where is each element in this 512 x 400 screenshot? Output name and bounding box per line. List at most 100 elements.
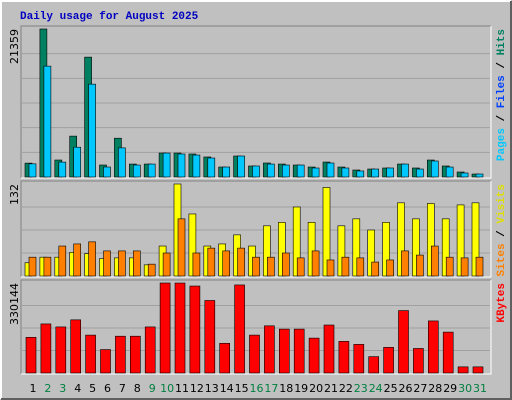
x-tick-label: 25: [384, 382, 398, 395]
bar: [252, 256, 260, 277]
bar: [475, 256, 484, 277]
bar: [441, 218, 450, 277]
bar: [103, 166, 111, 178]
legend-entry: Sites: [496, 243, 508, 276]
x-tick-label: 15: [235, 382, 249, 395]
bar: [427, 320, 439, 374]
panel-edge-dark: [20, 180, 491, 277]
x-tick-label: 9: [149, 382, 156, 395]
bar: [263, 225, 271, 277]
bar: [222, 166, 230, 178]
bar: [162, 252, 171, 277]
bar: [397, 202, 405, 277]
bar: [281, 252, 290, 277]
bar: [413, 348, 424, 374]
bar: [412, 218, 420, 277]
bar: [281, 164, 290, 178]
bar: [118, 147, 126, 178]
bar: [55, 326, 67, 374]
bar: [401, 163, 409, 178]
bar: [192, 252, 201, 277]
bar: [159, 282, 171, 374]
bar: [293, 328, 305, 374]
bar: [401, 250, 409, 277]
x-tick-label: 10: [160, 382, 174, 395]
bar: [326, 259, 335, 277]
bar: [177, 153, 186, 178]
bar: [189, 285, 201, 374]
panel-edge-light: [21, 26, 492, 179]
x-tick-label: 4: [74, 382, 81, 395]
x-tick-label: 21: [324, 382, 338, 395]
legend-separator: /: [496, 108, 508, 128]
bar: [386, 167, 394, 178]
bar: [341, 167, 350, 178]
bar: [73, 243, 81, 277]
bar: [337, 225, 346, 277]
panel-edge-light: [21, 280, 492, 375]
bar: [356, 257, 365, 277]
legend-entry: Hits: [496, 29, 508, 55]
panel-edge-dark: [20, 279, 491, 374]
x-tick-label: 24: [369, 382, 383, 395]
y-max-label: 21359: [8, 29, 21, 64]
bar: [308, 337, 320, 374]
bar: [367, 229, 376, 277]
bar: [267, 256, 275, 277]
bar: [323, 324, 335, 374]
x-tick-label: 16: [250, 382, 264, 395]
bar: [277, 222, 286, 277]
x-tick-label: 2: [44, 382, 51, 395]
x-tick-label: 26: [399, 382, 413, 395]
bar: [352, 218, 361, 277]
bar: [416, 168, 424, 178]
legend-separator: /: [496, 224, 508, 244]
legend: KBytes: [496, 283, 508, 323]
bar: [278, 328, 290, 374]
x-tick-label: 5: [89, 382, 96, 395]
bar: [430, 245, 439, 277]
x-tick-label: 7: [119, 382, 126, 395]
x-tick-label: 8: [134, 382, 141, 395]
bar: [267, 163, 275, 178]
bar: [133, 164, 141, 178]
bar: [457, 366, 469, 374]
bar: [43, 65, 52, 178]
bar: [249, 334, 260, 374]
bar: [311, 167, 320, 178]
bar: [442, 331, 454, 374]
x-tick-label: 31: [473, 382, 487, 395]
y-max-label: 132: [8, 184, 21, 205]
legend-entry: KBytes: [496, 283, 508, 323]
bar: [322, 187, 331, 277]
bar: [174, 282, 186, 374]
bar: [147, 263, 156, 277]
x-tick-label: 20: [309, 382, 323, 395]
bar: [237, 247, 245, 277]
bar: [73, 146, 81, 178]
bar: [383, 347, 394, 374]
x-tick-label: 3: [59, 382, 66, 395]
bar: [338, 341, 350, 374]
bar: [103, 250, 111, 277]
bar: [353, 344, 365, 374]
bar: [311, 250, 320, 277]
x-tick-label: 19: [294, 382, 308, 395]
x-tick-label: 13: [205, 382, 219, 395]
x-tick-label: 6: [104, 382, 111, 395]
bar: [115, 335, 126, 374]
bar: [456, 204, 465, 277]
bar: [58, 161, 67, 178]
bar: [416, 254, 424, 277]
legend: Sites / Visits: [496, 184, 508, 276]
bar: [58, 245, 67, 277]
panel-edge-light: [21, 181, 492, 278]
bar: [28, 256, 37, 277]
bar: [88, 241, 96, 277]
bar: [88, 83, 96, 178]
bar: [207, 157, 216, 178]
bar: [25, 336, 37, 374]
